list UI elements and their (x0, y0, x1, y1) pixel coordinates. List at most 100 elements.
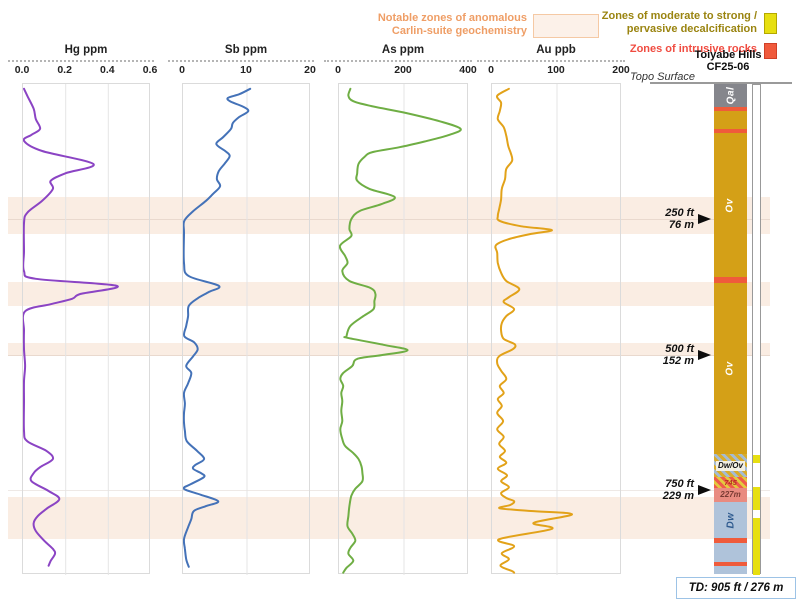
depth-marker-label: 500 ft 152 m (598, 343, 694, 367)
chart-title-au: Au ppb (536, 44, 576, 56)
au-plot-svg (494, 84, 574, 575)
legend-anomalous-swatch (533, 14, 599, 38)
depth-gridline (8, 354, 770, 356)
depth-gridline (8, 219, 770, 221)
axis-dotted-line-as (324, 60, 472, 62)
legend-decalcification-line2: pervasive decalcification (626, 23, 757, 35)
hg-plot-svg (23, 84, 119, 575)
strat-layer-intrusive (714, 106, 747, 112)
axis-tick-label-au-2: 200 (612, 64, 630, 76)
strat-unit-label: Dw/Ov (716, 460, 745, 471)
depth-marker-label: 250 ft 76 m (598, 207, 694, 231)
legend-decalcification-label: Zones of moderate to strong / pervasive … (557, 10, 757, 36)
total-depth-box: TD: 905 ft / 276 m (676, 577, 796, 599)
axis-tick-label-sb-2: 20 (304, 64, 316, 76)
axis-tick-label-as-2: 400 (459, 64, 477, 76)
axis-tick-label-hg-1: 0.2 (57, 64, 72, 76)
decalcification-zone (753, 487, 760, 510)
strat-layer-intrusive: 227m (714, 487, 747, 502)
depth-marker-m: 152 m (662, 354, 694, 367)
borehole-title-line2: CF25-06 (706, 60, 750, 73)
axis-tick-label-au-0: 0 (488, 64, 494, 76)
decalcification-zone (753, 518, 760, 575)
legend-decalcification-swatch (764, 13, 777, 34)
axis-tick-label-au-1: 100 (547, 64, 565, 76)
topo-surface-label: Topo Surface (630, 71, 696, 83)
depth-marker-label: 750 ft 229 m (598, 478, 694, 502)
hg-curve (23, 87, 119, 567)
strat-unit-label: Ov (725, 198, 736, 213)
axis-tick-label-hg-3: 0.6 (142, 64, 158, 76)
chart-plot-sb (182, 83, 310, 575)
strat-layer-intrusive (714, 128, 747, 134)
axis-tick-label-sb-1: 10 (240, 64, 252, 76)
axis-tick-label-as-1: 200 (394, 64, 412, 76)
depth-marker-ft: 750 ft (665, 477, 694, 490)
strat-layer-dw (714, 543, 747, 562)
depth-marker-m: 76 m (668, 219, 694, 232)
depth-marker-arrow-icon (698, 484, 711, 495)
depth-marker-m: 229 m (662, 489, 694, 502)
strat-unit-label: Qal (725, 86, 736, 105)
borehole-title: Toiyabe Hills CF25-06 (676, 49, 780, 73)
axis-dotted-line-au (477, 60, 625, 62)
axis-tick-label-sb-0: 0 (179, 64, 185, 76)
strat-layer-intrusive (714, 561, 747, 566)
strat-unit-label: Dw (725, 512, 736, 528)
strat-layer-dw-ov: Dw/Ov (714, 454, 747, 477)
decalcification-zone (753, 455, 760, 463)
legend-intrusive-swatch (764, 43, 777, 59)
strat-label-wrap: Qal (714, 84, 747, 107)
depth-marker-arrow-icon (698, 349, 711, 360)
chart-title-hg: Hg ppm (64, 44, 108, 56)
sb-plot-svg (183, 84, 252, 575)
au-curve (494, 87, 574, 574)
sb-curve (183, 87, 252, 568)
strat-layer-dw: Dw (714, 501, 747, 539)
legend-decalcification-line1: Zones of moderate to strong / (601, 10, 757, 22)
strat-unit-label: Ov (725, 361, 736, 376)
depth-gridline (8, 489, 770, 491)
strat-layer-intrusive (714, 277, 747, 284)
chart-title-as: As ppm (381, 44, 425, 56)
depth-marker-arrow-icon (698, 214, 711, 225)
strat-layer-intrusive (714, 538, 747, 543)
strat-column: Qal Ov Ov Dw/Ov 745 227m Dw (714, 84, 747, 574)
axis-tick-label-as-0: 0 (335, 64, 341, 76)
axis-dotted-line-sb (168, 60, 314, 62)
strat-layer-dw (714, 565, 747, 574)
anomalous-zone-band (8, 197, 770, 234)
legend-intrusive-label: Zones of intrusive rocks (629, 43, 757, 55)
strat-label-wrap: Ov (714, 133, 747, 277)
as-curve (339, 87, 462, 574)
chart-plot-hg (22, 83, 150, 575)
anomalous-zone-band (8, 342, 770, 356)
anomalous-zone-band (8, 497, 770, 540)
axis-tick-label-hg-0: 0.0 (14, 64, 30, 76)
strat-label-wrap: 227m (714, 488, 747, 502)
strat-layer-ov: Ov (714, 283, 747, 455)
legend-anomalous-line1: Notable zones of anomalous (377, 12, 527, 24)
anomalous-zone-band (8, 282, 770, 306)
chart-plot-au (491, 83, 621, 575)
topo-surface-line (650, 82, 792, 84)
strat-layer-ov: Ov (714, 133, 747, 278)
strat-unit-label: 227m (720, 490, 741, 500)
axis-tick-label-hg-2: 0.4 (100, 64, 115, 76)
chart-plot-as (338, 83, 468, 575)
axis-dotted-line-hg (8, 60, 154, 62)
decalcification-track (752, 84, 761, 575)
strat-label-wrap: Dw (714, 502, 747, 538)
depth-marker-ft: 500 ft (665, 342, 694, 355)
strat-label-wrap: Ov (714, 283, 747, 454)
borehole-title-line1: Toiyabe Hills (694, 49, 762, 61)
strat-layer-qal: Qal (714, 84, 747, 107)
chart-title-sb: Sb ppm (224, 44, 268, 56)
strat-label-wrap: Dw/Ov (714, 454, 747, 477)
depth-marker-ft: 250 ft (665, 207, 694, 220)
strat-layer-ov (714, 111, 747, 129)
as-plot-svg (339, 84, 462, 575)
legend-anomalous-line2: Carlin-suite geochemistry (391, 25, 527, 37)
legend-anomalous-label: Notable zones of anomalous Carlin-suite … (327, 12, 527, 38)
